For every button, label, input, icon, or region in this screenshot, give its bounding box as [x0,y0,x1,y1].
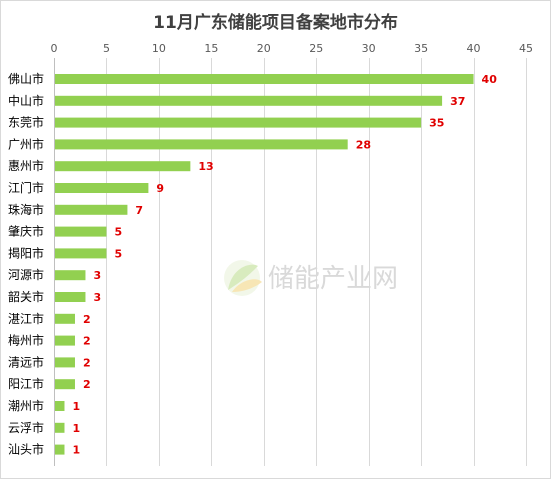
x-tick-label: 0 [51,42,58,55]
leaf-logo-icon [224,260,262,296]
x-tick-label: 15 [204,42,218,55]
x-tick-label: 10 [152,42,166,55]
category-label: 清远市 [8,354,44,369]
bar [55,139,348,150]
data-label: 3 [93,291,101,304]
category-label: 河源市 [8,267,44,282]
category-label: 江门市 [8,180,44,195]
bar [55,357,75,368]
bar [55,444,65,455]
category-label: 惠州市 [8,158,44,173]
data-label: 2 [83,356,91,369]
category-label: 中山市 [8,93,44,108]
data-label: 2 [83,335,91,348]
category-label: 肇庆市 [8,224,44,239]
data-label: 37 [450,95,465,108]
data-label: 40 [482,73,498,86]
x-tick-label: 25 [309,42,323,55]
data-label: 28 [356,138,371,151]
category-label: 汕头市 [8,442,44,457]
x-tick-label: 20 [257,42,271,55]
x-tick-label: 40 [467,42,481,55]
bar [55,313,75,324]
category-label: 广州市 [8,136,44,151]
bar [55,335,75,346]
data-label: 5 [114,247,122,260]
category-label: 阳江市 [8,376,44,391]
category-label: 佛山市 [8,71,44,86]
category-label: 梅州市 [8,333,44,348]
x-tick-label: 35 [414,42,428,55]
data-label: 1 [72,400,80,413]
watermark: 储能产业网 [224,260,398,296]
x-axis-ticks: 0 5 10 15 20 25 30 35 40 45 [51,42,534,55]
data-label: 9 [156,182,164,195]
bar [55,270,86,281]
bar [55,379,75,390]
data-label: 3 [93,269,101,282]
category-label: 东莞市 [8,115,44,130]
watermark-text: 储能产业网 [268,264,398,294]
chart-title: 11月广东储能项目备案地市分布 [153,13,398,33]
data-label: 35 [429,117,444,130]
bar [55,117,422,128]
bar [55,95,443,106]
category-label: 湛江市 [8,311,44,326]
data-label: 1 [72,444,80,457]
category-label: 珠海市 [8,202,44,217]
x-tick-label: 45 [519,42,533,55]
x-tick-label: 5 [103,42,110,55]
data-label: 2 [83,378,91,391]
bars [55,74,474,455]
bar [55,422,65,433]
category-axis: 佛山市中山市东莞市广州市惠州市江门市珠海市肇庆市揭阳市河源市韶关市湛江市梅州市清… [8,58,55,466]
category-label: 揭阳市 [8,245,44,260]
bar [55,183,149,193]
bar [55,161,191,172]
bar [55,401,65,411]
data-label: 1 [72,422,80,435]
data-label: 5 [114,226,122,239]
bar [55,204,128,215]
data-label: 2 [83,313,91,326]
bar [55,292,86,302]
bar [55,74,474,84]
category-label: 云浮市 [8,420,44,435]
data-label: 13 [198,160,213,173]
category-label: 韶关市 [8,289,44,304]
x-tick-label: 30 [362,42,376,55]
category-label: 潮州市 [8,398,44,413]
data-label: 7 [135,204,143,217]
bar [55,248,107,259]
bar [55,226,107,237]
